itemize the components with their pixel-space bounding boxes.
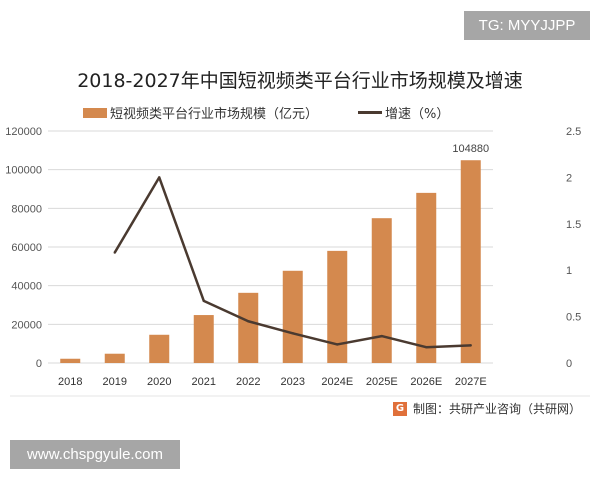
bar-2023 [282,270,303,363]
watermark-bottom: www.chspgyule.com [10,440,180,469]
legend-line-label: 增速（%） [385,107,450,122]
x-tick-label: 2022 [236,376,260,388]
bar-2022 [238,292,259,363]
source-logo-icon: G [393,401,407,416]
chart-title: 2018-2027年中国短视频类平台行业市场规模及增速 [77,70,523,92]
right-tick-label: 1 [566,265,572,277]
right-tick-label: 2.5 [566,126,581,138]
legend-line-swatch [358,111,382,114]
watermark-top: TG: MYYJJPP [464,11,590,40]
x-tick-label: 2021 [192,376,216,388]
growth-point-2025E [380,334,383,338]
x-tick-label: 2020 [147,376,171,388]
legend-bar-label: 短视频类平台行业市场规模（亿元） [110,107,319,122]
source-text: 制图：共研产业咨询（共研网） [413,402,582,416]
growth-point-2027E [469,344,472,347]
bar-2019 [104,353,125,363]
bar-2020 [149,334,170,363]
source-note: G 制图：共研产业咨询（共研网） [393,400,581,417]
left-tick-label: 120000 [5,126,42,138]
bar-2027E [460,160,481,363]
growth-point-2022 [247,320,250,323]
bar-2021 [193,315,214,363]
x-tick-label: 2026E [410,376,442,388]
left-tick-label: 0 [36,358,42,370]
bar-2024E [327,250,348,363]
x-tick-label: 2027E [455,376,487,388]
right-tick-label: 2 [566,172,572,184]
growth-point-2021 [202,299,205,303]
left-tick-label: 60000 [11,242,42,254]
x-tick-label: 2018 [58,376,82,388]
right-tick-label: 1.5 [566,219,581,231]
x-tick-label: 2025E [366,376,398,388]
growth-point-2019 [113,251,116,254]
left-tick-label: 40000 [11,281,42,293]
x-tick-label: 2024E [321,376,353,388]
growth-point-2020 [158,176,161,179]
bar-2026E [416,192,437,363]
growth-point-2023 [291,332,294,335]
legend-bar-swatch [83,107,107,118]
legend-bar: 短视频类平台行业市场规模（亿元） [83,103,318,122]
growth-point-2024E [336,343,339,346]
left-tick-label: 20000 [11,319,42,331]
right-tick-label: 0.5 [566,312,581,324]
right-tick-label: 0 [566,358,572,370]
x-tick-label: 2023 [281,376,305,388]
left-tick-label: 100000 [5,165,42,177]
legend-line: 增速（%） [358,103,449,122]
data-label: 104880 [452,143,489,155]
left-tick-label: 80000 [11,203,42,215]
growth-point-2026E [425,346,428,349]
bar-2018 [60,358,81,363]
x-tick-label: 2019 [103,376,127,388]
bar-2025E [371,218,392,363]
